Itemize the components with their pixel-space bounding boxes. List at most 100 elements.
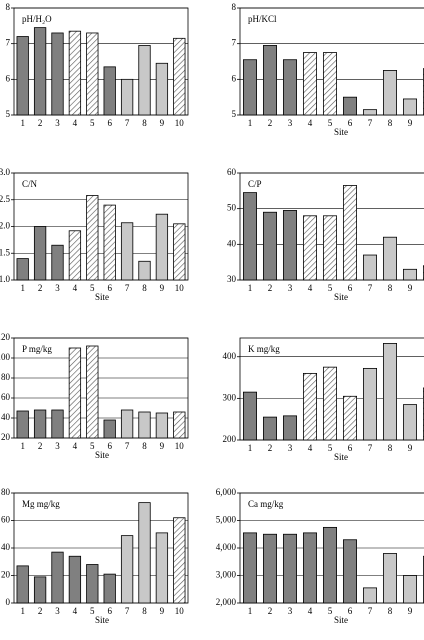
bar <box>302 532 317 604</box>
x-tick-label: 8 <box>388 118 393 128</box>
x-tick-label: 2 <box>268 283 273 293</box>
x-tick-label: 10 <box>175 283 185 293</box>
x-tick-label: 7 <box>368 118 373 128</box>
bar <box>242 192 257 281</box>
x-tick-label: 8 <box>388 443 393 453</box>
bar <box>86 32 99 116</box>
bar <box>402 575 417 604</box>
x-tick-label: 3 <box>55 441 60 451</box>
x-tick-label: 7 <box>125 118 130 128</box>
x-tick-label: 1 <box>20 283 25 293</box>
x-tick-label: 2 <box>38 606 43 616</box>
y-tick-label: 4,000 <box>216 542 237 552</box>
bar <box>342 96 357 116</box>
x-tick-label: 10 <box>175 118 185 128</box>
y-tick-label: 60 <box>1 515 11 525</box>
bar <box>282 59 297 116</box>
bar <box>33 409 47 439</box>
x-tick-label: 4 <box>73 606 78 616</box>
bar <box>382 236 397 281</box>
bar <box>120 78 134 116</box>
y-tick-label: 30 <box>227 274 237 284</box>
x-tick-label: 3 <box>55 283 60 293</box>
bar <box>282 415 297 441</box>
x-tick-label: 9 <box>160 283 165 293</box>
chart-title: Ca mg/kg <box>248 499 284 509</box>
x-tick-label: 9 <box>408 606 413 616</box>
x-tick-label: 7 <box>125 283 130 293</box>
bar <box>86 345 99 439</box>
x-tick-label: 6 <box>107 283 112 293</box>
bar <box>362 587 377 604</box>
bar <box>86 195 99 281</box>
y-tick-label: 80 <box>1 487 11 497</box>
bar <box>302 52 317 116</box>
x-tick-label: 4 <box>73 283 78 293</box>
y-tick-label: 60 <box>227 167 237 177</box>
x-tick-label: 1 <box>20 118 25 128</box>
bar <box>155 532 169 604</box>
bar <box>282 210 297 281</box>
bar <box>362 109 377 116</box>
x-tick-label: 5 <box>90 283 95 293</box>
x-tick-label: 8 <box>142 606 147 616</box>
y-tick-label: 2.0 <box>0 221 11 231</box>
bar <box>120 409 134 439</box>
chart-title: C/N <box>22 179 38 189</box>
x-tick-label: 4 <box>73 118 78 128</box>
bar <box>68 347 82 439</box>
bar <box>68 30 82 116</box>
x-tick-label: 10 <box>175 441 185 451</box>
x-tick-label: 6 <box>348 606 353 616</box>
y-tick-label: 6 <box>232 73 237 83</box>
bar <box>16 565 29 604</box>
x-tick-label: 2 <box>38 118 43 128</box>
x-tick-label: 9 <box>160 441 165 451</box>
bar <box>402 98 417 116</box>
x-tick-label: 3 <box>288 606 293 616</box>
y-tick-label: 8 <box>6 2 11 12</box>
y-tick-label: 20 <box>1 432 11 442</box>
y-tick-label: 0 <box>6 597 11 607</box>
bar <box>173 411 186 439</box>
bar <box>103 419 116 439</box>
bar <box>120 222 134 281</box>
y-tick-label: 40 <box>1 542 11 552</box>
bar <box>173 37 186 116</box>
y-tick-label: 80 <box>1 372 11 382</box>
x-tick-label: 1 <box>248 118 253 128</box>
x-tick-label: 7 <box>368 606 373 616</box>
bar <box>68 230 82 281</box>
bar <box>322 52 337 116</box>
x-tick-label: 1 <box>20 441 25 451</box>
x-tick-label: 9 <box>408 283 413 293</box>
y-tick-label: 20 <box>1 570 11 580</box>
x-tick-label: 2 <box>38 283 43 293</box>
chart-title: P mg/kg <box>22 344 52 354</box>
bar <box>302 372 317 441</box>
y-tick-label: 120 <box>0 332 11 342</box>
bar <box>242 532 257 604</box>
bar <box>322 526 337 604</box>
x-tick-label: 6 <box>348 283 353 293</box>
bar <box>51 409 64 439</box>
bar <box>342 539 357 604</box>
x-tick-label: 10 <box>175 606 185 616</box>
chart-title: K mg/kg <box>248 344 280 354</box>
y-tick-label: 5 <box>6 109 11 119</box>
x-tick-label: 8 <box>142 118 147 128</box>
x-tick-label: 8 <box>388 283 393 293</box>
x-tick-label: 4 <box>308 443 313 453</box>
bar <box>155 412 169 439</box>
x-axis-label: Site <box>334 292 348 302</box>
x-tick-label: 2 <box>38 441 43 451</box>
x-tick-label: 4 <box>308 118 313 128</box>
x-axis-label: Site <box>334 615 348 625</box>
bar <box>322 366 337 441</box>
bar <box>302 215 317 281</box>
bar <box>242 391 257 441</box>
bar <box>382 553 397 604</box>
x-tick-label: 4 <box>308 283 313 293</box>
y-tick-label: 400 <box>223 351 237 361</box>
